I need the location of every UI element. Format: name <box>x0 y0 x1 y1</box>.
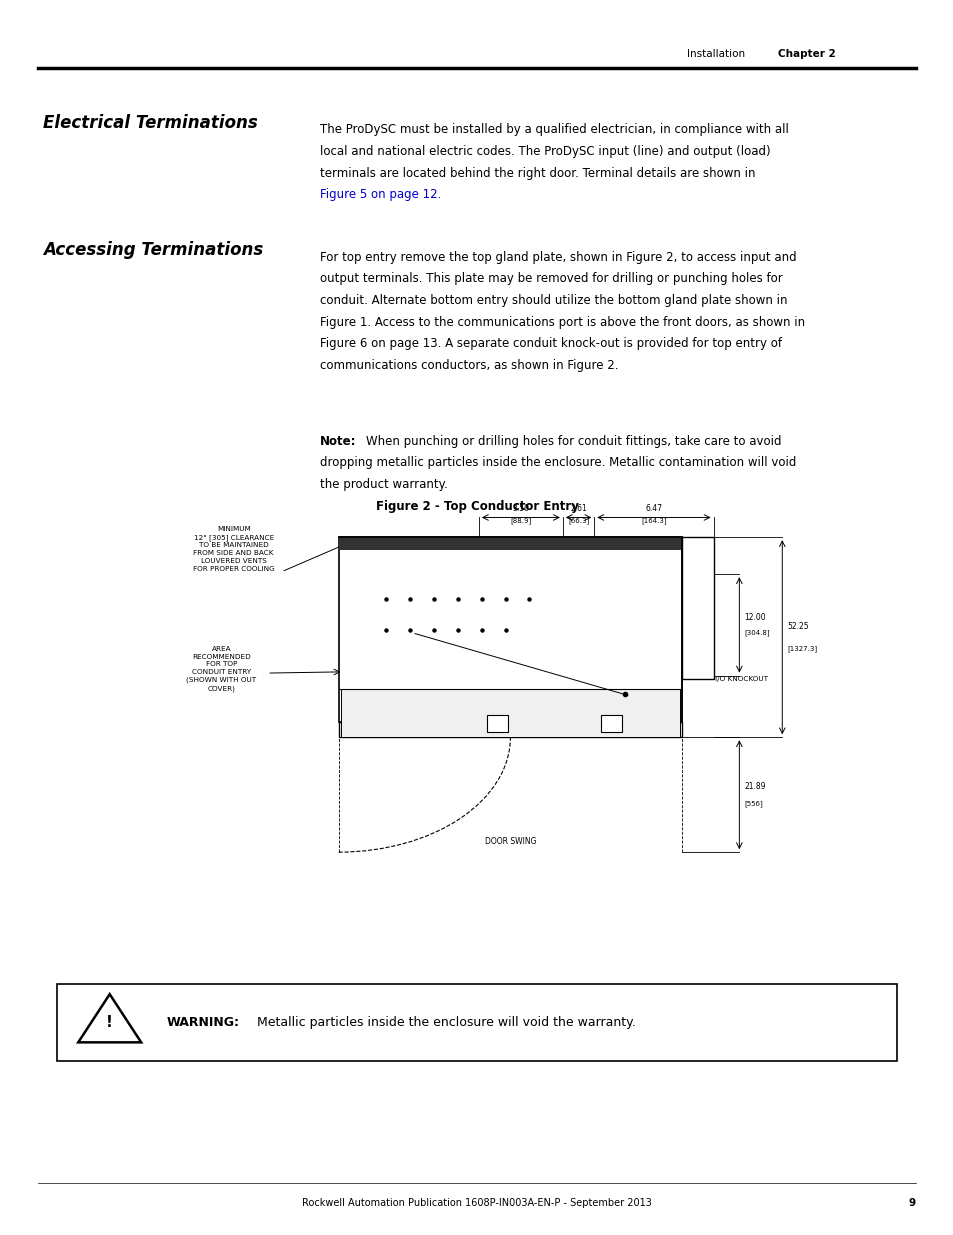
Text: Figure 6 on page 13. A separate conduit knock-out is provided for top entry of: Figure 6 on page 13. A separate conduit … <box>319 337 781 351</box>
Text: 12.00: 12.00 <box>743 613 765 622</box>
Text: 21.89: 21.89 <box>743 782 765 790</box>
Text: [1327.3]: [1327.3] <box>786 645 817 652</box>
Text: DOOR SWING: DOOR SWING <box>484 837 536 846</box>
Text: the product warranty.: the product warranty. <box>319 478 447 492</box>
Text: WARNING:: WARNING: <box>167 1016 240 1029</box>
Text: 6.47: 6.47 <box>645 504 662 513</box>
Text: Metallic particles inside the enclosure will void the warranty.: Metallic particles inside the enclosure … <box>253 1016 635 1029</box>
Text: AREA
RECOMMENDED
FOR TOP
CONDUIT ENTRY
(SHOWN WITH OUT
COVER): AREA RECOMMENDED FOR TOP CONDUIT ENTRY (… <box>186 646 256 692</box>
Text: MINIMUM
12" [305] CLEARANCE
TO BE MAINTAINED
FROM SIDE AND BACK
LOUVERED VENTS
F: MINIMUM 12" [305] CLEARANCE TO BE MAINTA… <box>193 526 274 572</box>
Text: output terminals. This plate may be removed for drilling or punching holes for: output terminals. This plate may be remo… <box>319 272 781 285</box>
Text: communications conductors, as shown in Figure 2.: communications conductors, as shown in F… <box>319 358 618 372</box>
Text: For top entry remove the top gland plate, shown in Figure 2, to access input and: For top entry remove the top gland plate… <box>319 251 796 264</box>
Text: I/O KNOCKOUT: I/O KNOCKOUT <box>715 677 768 682</box>
Text: 3.50: 3.50 <box>512 504 529 513</box>
Text: Accessing Terminations: Accessing Terminations <box>43 241 263 259</box>
Text: Electrical Terminations: Electrical Terminations <box>43 114 257 132</box>
Text: [556]: [556] <box>743 800 762 806</box>
Text: [164.3]: [164.3] <box>641 517 666 524</box>
Text: terminals are located behind the right door. Terminal details are shown in: terminals are located behind the right d… <box>319 167 754 180</box>
Text: 9: 9 <box>908 1198 915 1208</box>
Text: The ProDySC must be installed by a qualified electrician, in compliance with all: The ProDySC must be installed by a quali… <box>319 124 787 137</box>
Text: Rockwell Automation Publication 1608P-IN003A-EN-P - September 2013: Rockwell Automation Publication 1608P-IN… <box>302 1198 651 1208</box>
Text: When punching or drilling holes for conduit fittings, take care to avoid: When punching or drilling holes for cond… <box>366 435 781 448</box>
Text: Figure 1. Access to the communications port is above the front doors, as shown i: Figure 1. Access to the communications p… <box>319 315 804 329</box>
Bar <box>338 537 681 550</box>
Text: Figure 2 - Top Conductor Entry: Figure 2 - Top Conductor Entry <box>375 500 578 514</box>
Text: [304.8]: [304.8] <box>743 629 769 636</box>
Bar <box>600 715 621 732</box>
Text: [66.3]: [66.3] <box>568 517 589 524</box>
Text: 2.61: 2.61 <box>570 504 587 513</box>
Bar <box>338 722 681 737</box>
Text: Note:: Note: <box>319 435 355 448</box>
Text: [88.9]: [88.9] <box>510 517 531 524</box>
Text: dropping metallic particles inside the enclosure. Metallic contamination will vo: dropping metallic particles inside the e… <box>319 457 795 469</box>
Bar <box>338 537 681 722</box>
Text: local and national electric codes. The ProDySC input (line) and output (load): local and national electric codes. The P… <box>319 146 769 158</box>
Bar <box>340 689 679 737</box>
Bar <box>57 984 896 1061</box>
Bar <box>340 689 679 737</box>
Text: 52.25: 52.25 <box>786 621 808 631</box>
Bar <box>681 537 713 679</box>
Polygon shape <box>78 994 141 1042</box>
Text: Chapter 2: Chapter 2 <box>777 49 835 59</box>
Bar <box>486 715 507 732</box>
Text: Installation: Installation <box>686 49 744 59</box>
Text: Figure 5 on page 12.: Figure 5 on page 12. <box>319 188 440 201</box>
Text: !: ! <box>106 1015 113 1030</box>
Text: conduit. Alternate bottom entry should utilize the bottom gland plate shown in: conduit. Alternate bottom entry should u… <box>319 294 786 308</box>
